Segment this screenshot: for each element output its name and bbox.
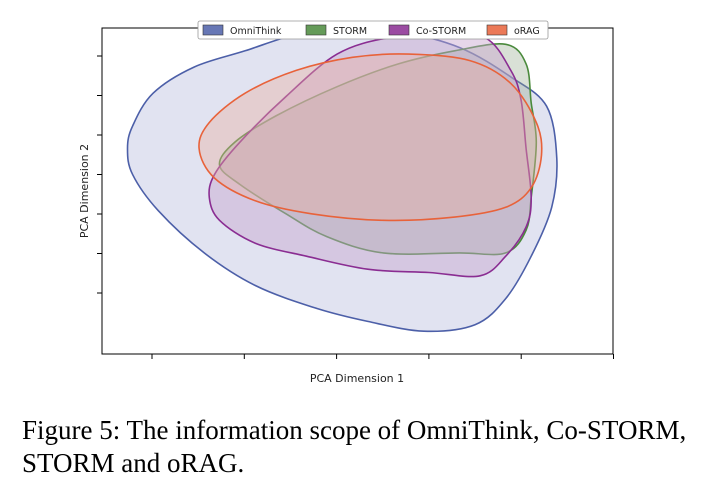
region-omnithink bbox=[126, 27, 558, 333]
legend: OmniThink STORM Co-STORM oRAG bbox=[197, 20, 549, 40]
region-co-storm bbox=[208, 33, 533, 278]
x-axis-label: PCA Dimension 1 bbox=[310, 372, 404, 385]
legend-swatch bbox=[305, 24, 327, 36]
legend-label: Co-STORM bbox=[416, 26, 466, 37]
legend-swatch bbox=[388, 24, 410, 36]
legend-swatch bbox=[486, 24, 508, 36]
tick-layer bbox=[97, 55, 614, 359]
region-layer bbox=[126, 27, 558, 333]
legend-box bbox=[197, 20, 549, 40]
region-storm bbox=[218, 43, 538, 256]
legend-label: STORM bbox=[333, 26, 367, 37]
region-orag bbox=[198, 53, 543, 222]
figure-caption: Figure 5: The information scope of OmniT… bbox=[22, 415, 687, 478]
legend-swatch bbox=[202, 24, 224, 36]
chart: PCA Dimension 1 PCA Dimension 2 OmniThin… bbox=[78, 20, 614, 385]
y-axis-label: PCA Dimension 2 bbox=[78, 144, 91, 238]
legend-label: oRAG bbox=[514, 26, 540, 37]
legend-label: OmniThink bbox=[230, 26, 282, 37]
